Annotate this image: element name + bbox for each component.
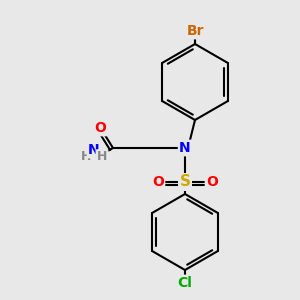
Text: O: O [206, 175, 218, 189]
Text: H: H [81, 151, 91, 164]
Text: N: N [179, 141, 191, 155]
Text: O: O [152, 175, 164, 189]
Text: O: O [94, 121, 106, 135]
Text: S: S [179, 175, 191, 190]
Text: Br: Br [186, 24, 204, 38]
Text: N: N [88, 143, 100, 157]
Text: H: H [97, 151, 107, 164]
Text: Cl: Cl [178, 276, 192, 290]
